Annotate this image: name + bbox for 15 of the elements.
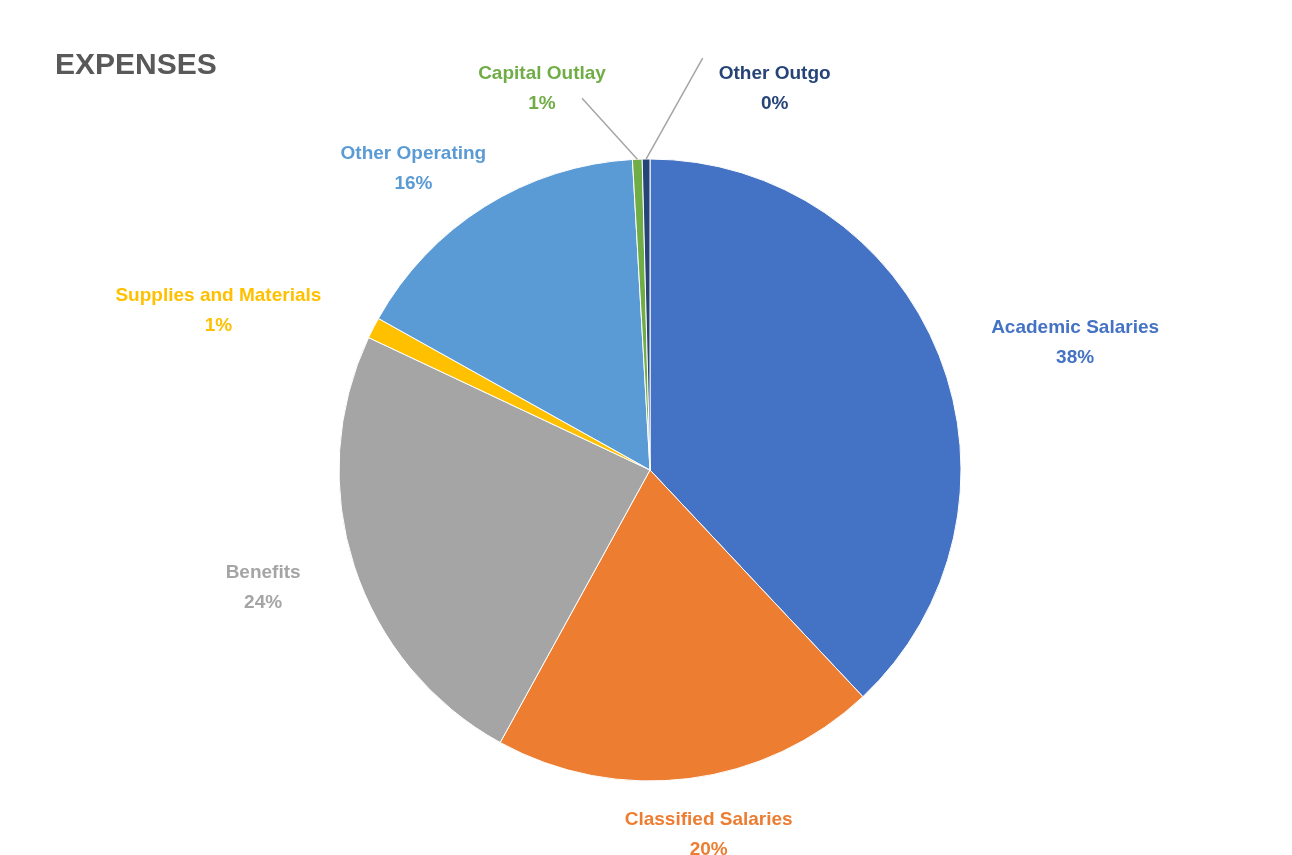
data-label: 24% [244,590,283,612]
data-label: 38% [1056,345,1095,367]
slice-label: Other Outgo [718,62,831,84]
slice-label: Classified Salaries [624,808,793,830]
data-label: 1% [204,313,233,335]
data-label: 16% [394,172,433,194]
data-label: 20% [689,838,728,855]
chart-title: EXPENSES [55,47,217,80]
data-label: 1% [528,92,556,114]
slice-label: Supplies and Materials [115,283,322,305]
slice-label: Capital Outlay [478,62,607,84]
slice-label: Academic Salaries [991,315,1160,337]
slice-label: Other Operating [340,142,487,164]
slice-label: Benefits [225,560,301,582]
data-label: 0% [760,92,789,114]
